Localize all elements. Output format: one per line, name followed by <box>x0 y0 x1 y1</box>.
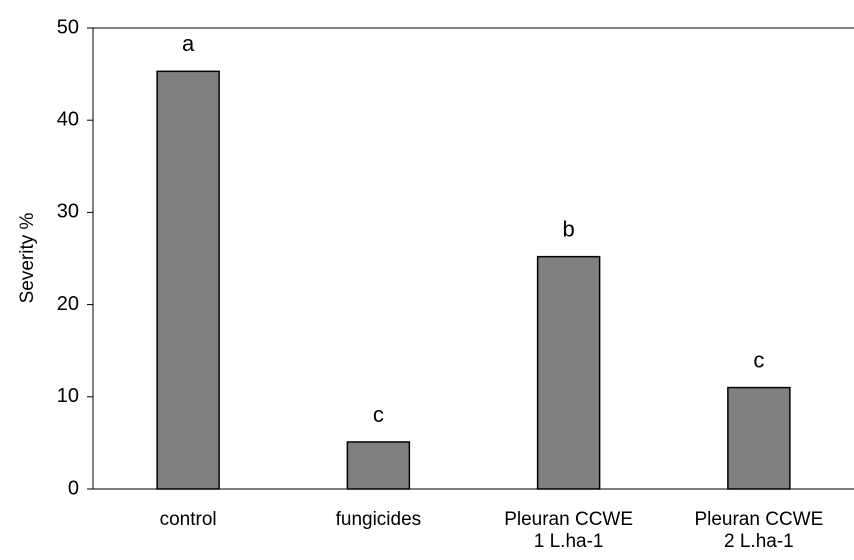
x-tick-label: Pleuran CCWE 2 L.ha-1 <box>694 509 824 552</box>
y-axis-label: Severity % <box>17 212 38 303</box>
x-tick-label: control <box>159 509 217 530</box>
annotation: b <box>563 216 575 241</box>
y-tick-label: 10 <box>57 385 79 407</box>
annotation: c <box>753 347 764 372</box>
y-tick-label: 50 <box>57 16 79 38</box>
y-tick-label: 0 <box>68 477 79 499</box>
x-tick-label-box: control <box>159 509 217 530</box>
y-tick-label: 30 <box>57 201 79 223</box>
annotation: c <box>373 402 384 427</box>
x-tick-label-box: Pleuran CCWE 1 L.ha-1 <box>504 509 634 552</box>
bar <box>156 70 220 490</box>
x-tick-label-box: fungicides <box>335 509 422 530</box>
bar <box>346 441 411 490</box>
y-tick-label: 20 <box>57 293 79 315</box>
y-tick-label: 40 <box>57 108 79 130</box>
bar <box>536 255 601 490</box>
x-tick-label: fungicides <box>335 509 422 530</box>
annotation: a <box>182 31 195 56</box>
bar <box>727 386 791 490</box>
x-tick-label-box: Pleuran CCWE 2 L.ha-1 <box>694 509 824 552</box>
x-tick-label: Pleuran CCWE 1 L.ha-1 <box>504 509 634 552</box>
